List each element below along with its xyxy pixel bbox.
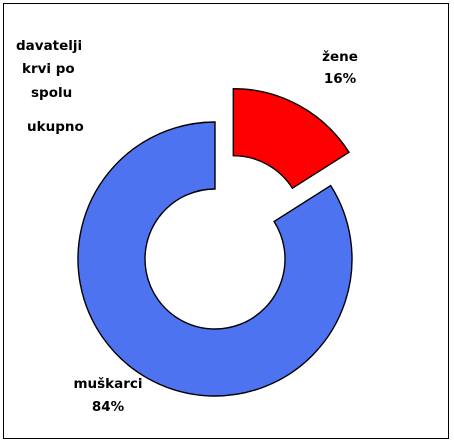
slice-value-muskarci: 84% [92,399,125,415]
slice-zene [232,87,350,190]
slice-value-zene: 16% [324,71,357,87]
slice-label-muskarci: muškarci [73,376,142,392]
chart-title-line-3: spolu [31,85,72,101]
chart-subtitle: ukupno [27,119,84,135]
slices-layer [77,87,353,397]
chart-title-line-2: krvi po [22,61,75,77]
chart-title-line-1: davatelji [16,38,82,54]
slice-label-zene: žene [322,49,358,65]
slice-muskarci [77,121,353,397]
